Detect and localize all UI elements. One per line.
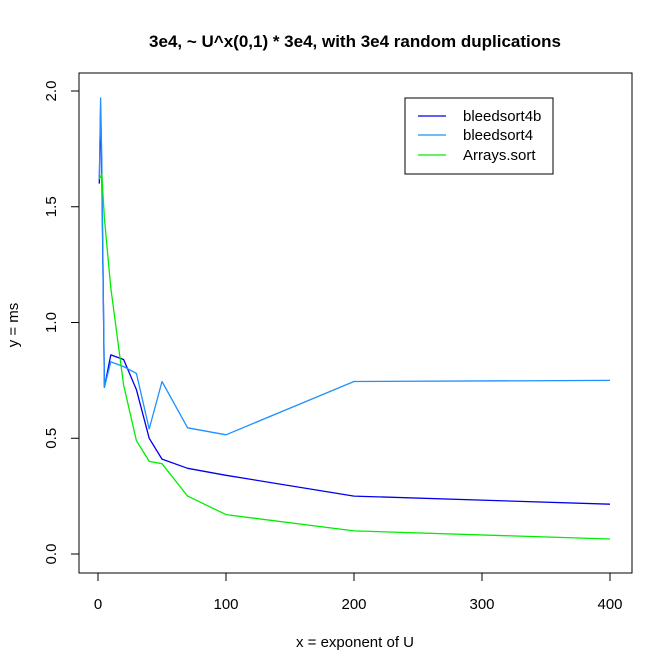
y-tick-label: 0.5 [43,428,60,449]
y-axis: 0.0 0.5 1.0 1.5 2.0 [43,81,80,565]
x-tick-label: 300 [469,596,494,613]
x-tick-label: 200 [341,596,366,613]
y-axis-label: y = ms [5,303,22,348]
x-axis: 0 100 200 300 400 [94,572,623,613]
legend: bleedsort4b bleedsort4 Arrays.sort [404,97,554,175]
y-tick-label: 1.5 [43,196,60,217]
x-axis-label: x = exponent of U [296,634,414,651]
series-line-arrays-sort [98,173,611,540]
y-tick-label: 2.0 [43,81,60,102]
legend-box [404,97,554,175]
x-tick-label: 400 [597,596,622,613]
y-tick-label: 1.0 [43,312,60,333]
series-lines [98,97,611,540]
x-tick-label: 0 [94,596,102,613]
legend-label-arrays-sort: Arrays.sort [463,147,536,164]
series-line-bleedsort4 [98,97,611,436]
chart-title: 3e4, ~ U^x(0,1) * 3e4, with 3e4 random d… [149,32,561,51]
x-tick-label: 100 [213,596,238,613]
legend-label-bleedsort4b: bleedsort4b [463,108,541,125]
legend-label-bleedsort4: bleedsort4 [463,127,533,144]
y-tick-label: 0.0 [43,544,60,565]
